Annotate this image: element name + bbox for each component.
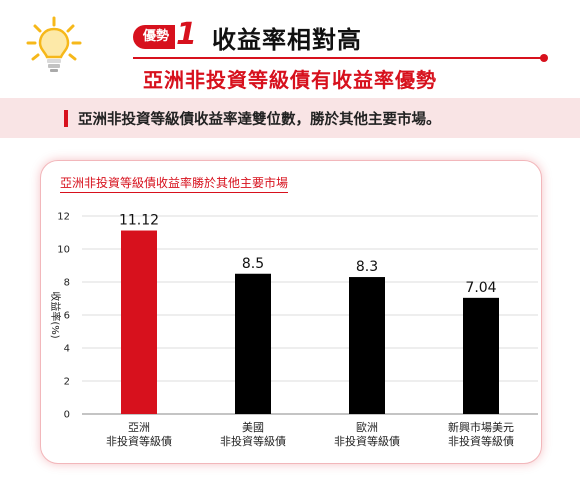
bar <box>121 230 157 414</box>
chart-grid <box>82 215 538 415</box>
title-divider <box>133 57 543 59</box>
badge-number: 1 <box>176 17 197 52</box>
value-label: 8.3 <box>356 259 378 275</box>
y-tick-label: 4 <box>64 344 70 355</box>
y-tick-label: 8 <box>64 278 70 289</box>
divider-dot <box>540 54 548 62</box>
value-label: 7.04 <box>465 280 496 296</box>
y-tick-label: 6 <box>64 311 70 322</box>
y-tick-label: 12 <box>57 212 70 223</box>
bar <box>349 277 385 414</box>
y-tick-label: 10 <box>57 245 70 256</box>
bar <box>463 297 499 414</box>
y-tick-label: 0 <box>64 410 70 421</box>
bar <box>235 273 271 414</box>
category-label: 美國 <box>242 421 264 434</box>
category-label: 非投資等級債 <box>220 434 286 448</box>
category-label: 非投資等級債 <box>106 434 172 448</box>
band-marker <box>64 109 68 127</box>
value-label: 11.12 <box>119 213 159 229</box>
chart-bars <box>121 230 499 414</box>
chart-title: 亞洲非投資等級債收益率勝於其他主要市場 <box>60 174 289 193</box>
category-label: 非投資等級債 <box>448 434 514 448</box>
value-labels: 11.12 8.5 8.3 7.04 <box>119 213 497 296</box>
y-tick-label: 2 <box>64 377 70 388</box>
page-subtitle: 亞洲非投資等級債有收益率優勢 <box>143 68 437 92</box>
badge-label: 優勢 <box>133 25 176 49</box>
category-label: 歐洲 <box>356 420 378 434</box>
y-axis-label: 收益率(%) <box>49 291 62 338</box>
y-axis-ticks: 0 2 4 6 8 10 12 <box>57 212 70 421</box>
advantage-badge: 優勢 1 <box>133 17 197 52</box>
lightbulb-icon <box>26 16 82 72</box>
band-text: 亞洲非投資等級債收益率達雙位數，勝於其他主要市場。 <box>78 111 441 128</box>
highlight-band: 亞洲非投資等級債收益率達雙位數，勝於其他主要市場。 <box>0 98 580 138</box>
category-label: 亞洲 <box>128 421 150 434</box>
value-label: 8.5 <box>242 256 264 272</box>
category-label: 新興市場美元 <box>448 420 514 434</box>
page-title: 收益率相對高 <box>212 26 362 54</box>
category-label: 非投資等級債 <box>334 434 400 448</box>
